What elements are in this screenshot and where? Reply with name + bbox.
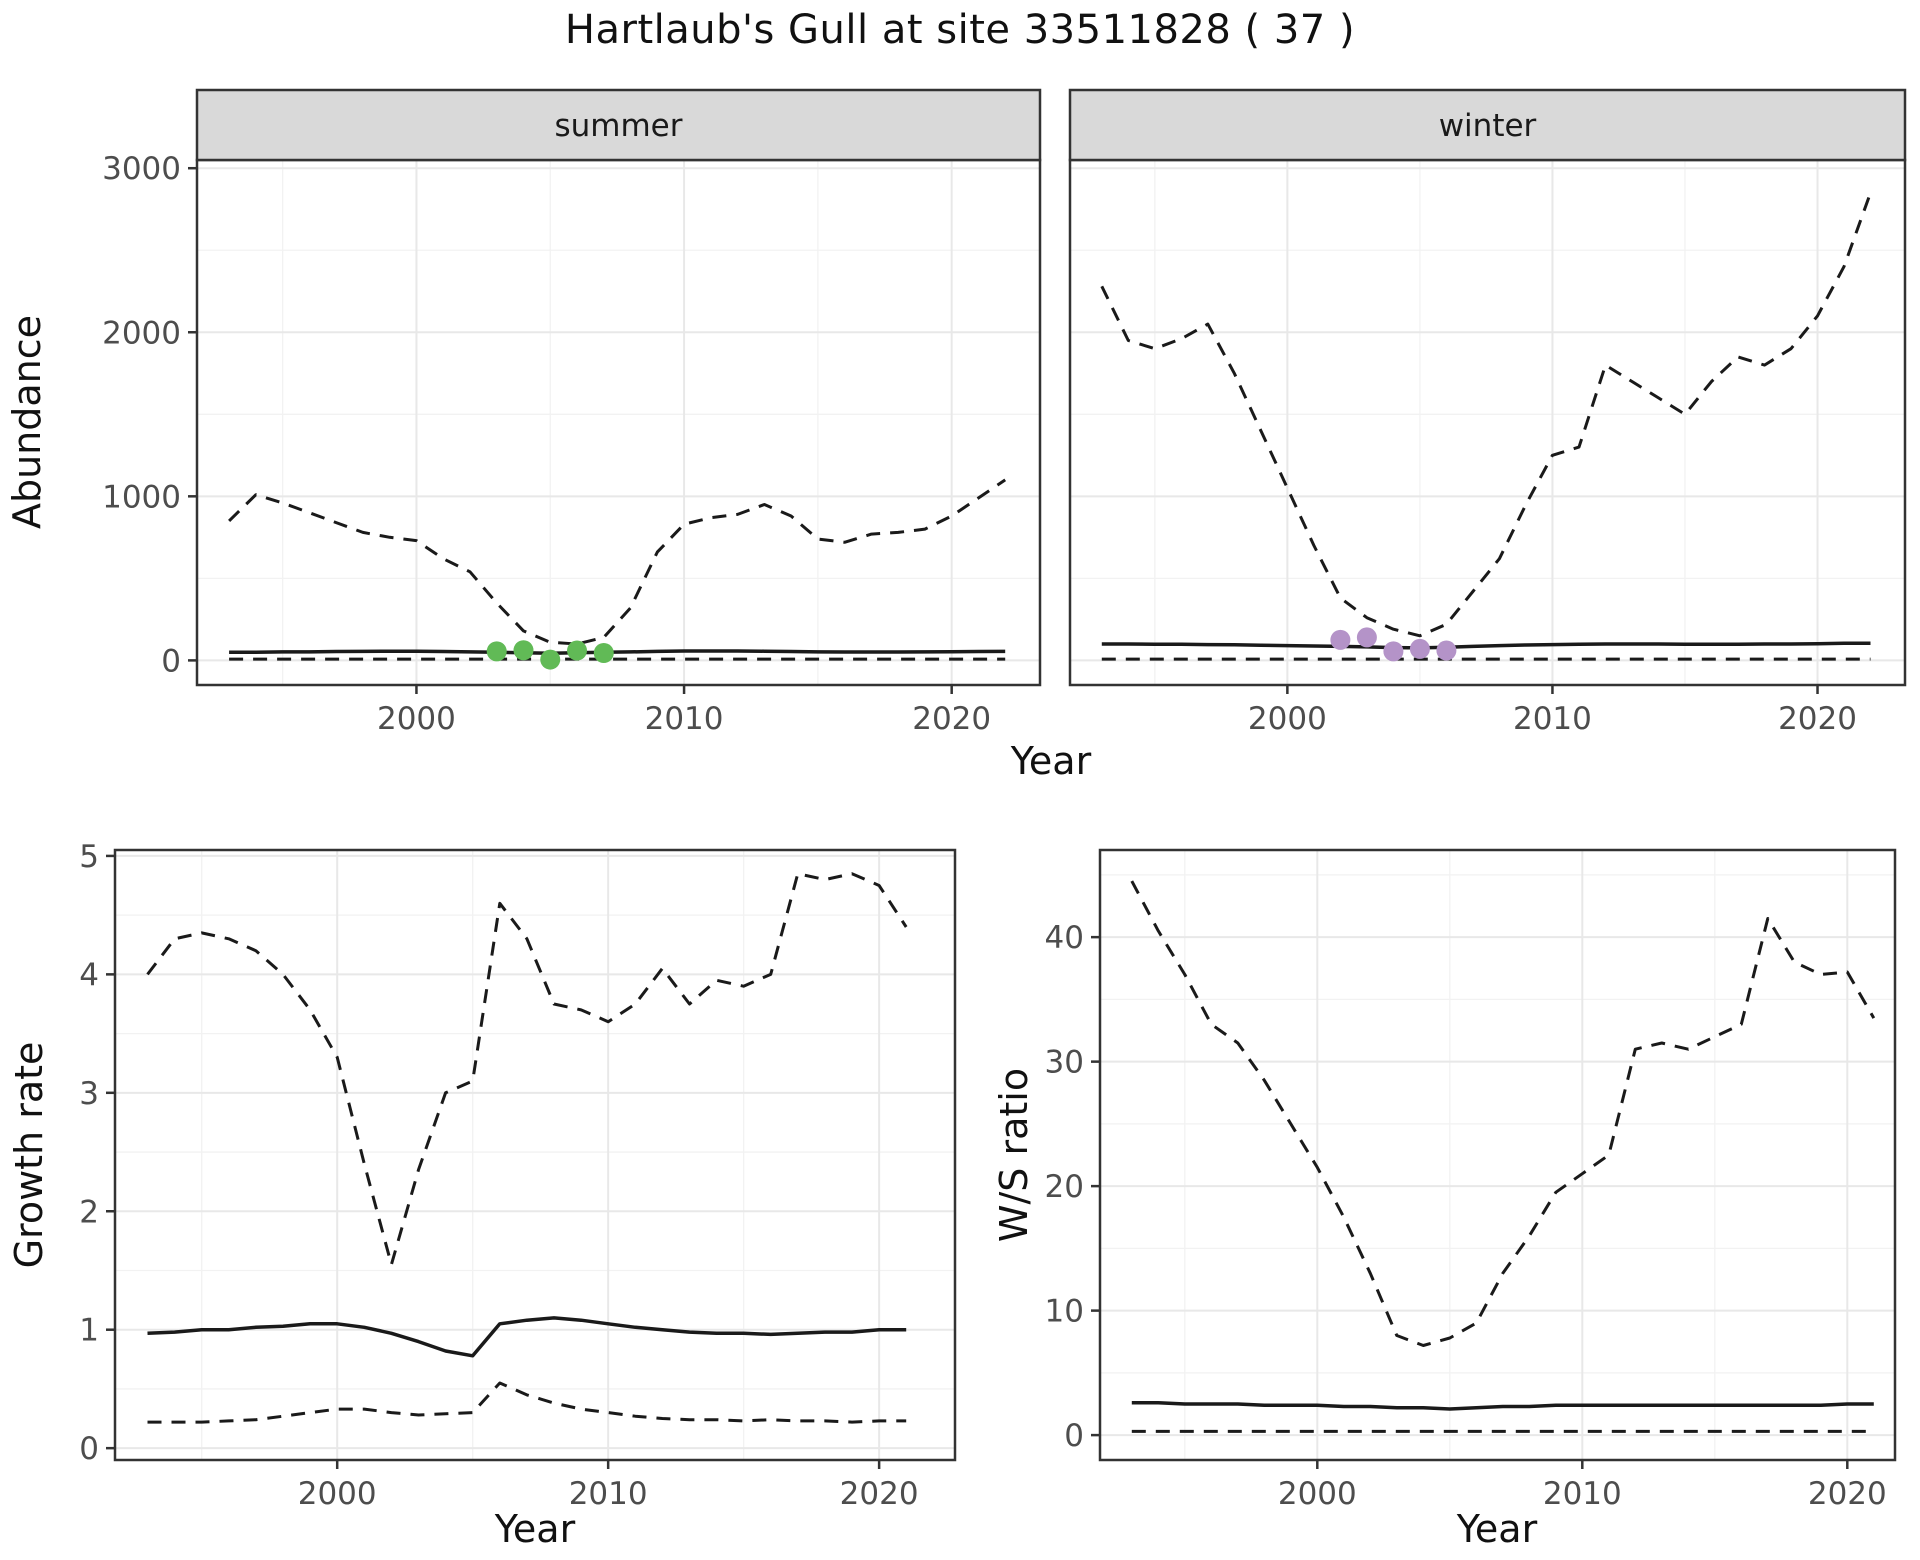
- growth-rate-panel: 2000 2010 2020 0 1 2 3 4 5 Growth rate Year: [7, 839, 957, 1551]
- abundance-winter-strip: [1068, 88, 1907, 162]
- x-tick-label: 2010: [1513, 701, 1592, 737]
- winter-observation-point: [1409, 638, 1430, 659]
- ws-ratio-median-line: [1131, 1400, 1874, 1411]
- abundance-winter-upper-ci-line: [1100, 192, 1872, 638]
- y-tick-label: 0: [79, 1431, 99, 1467]
- x-tick-label: 2010: [1543, 1476, 1622, 1512]
- ws-ratio-y-axis-title: W/S ratio: [992, 1068, 1036, 1242]
- winter-observation-point: [1356, 627, 1377, 648]
- x-tick-label: 2000: [1278, 1476, 1357, 1512]
- abundance-summer-upper-ci-line: [228, 478, 1007, 646]
- winter-observation-point: [1436, 640, 1457, 661]
- y-tick-label: 0: [161, 643, 181, 679]
- x-tick-label: 2020: [1808, 1476, 1887, 1512]
- y-tick-label: 1000: [102, 479, 181, 515]
- abundance-winter-median-line: [1101, 641, 1871, 650]
- abundance-summer-median-line: [229, 649, 1006, 655]
- ws-ratio-x-axis-title: Year: [1456, 1507, 1538, 1551]
- abundance-summer-y-axis-title: Abundance: [5, 315, 49, 529]
- abundance-summer-x-axis-title: Year: [1010, 739, 1092, 783]
- summer-observation-point: [540, 649, 561, 670]
- abundance-summer-strip: [195, 88, 1042, 162]
- y-tick-label: 30: [1045, 1045, 1084, 1081]
- y-tick-label: 20: [1045, 1169, 1084, 1205]
- y-tick-label: 0: [1064, 1418, 1084, 1454]
- y-tick-label: 2: [79, 1194, 99, 1230]
- y-tick-label: 3000: [102, 151, 181, 187]
- facet-strip-label: summer: [554, 108, 682, 144]
- y-tick-label: 5: [79, 839, 99, 875]
- facet-strip-label: winter: [1439, 108, 1537, 144]
- y-tick-label: 2000: [102, 315, 181, 351]
- x-tick-label: 2020: [912, 701, 991, 737]
- y-tick-label: 10: [1045, 1294, 1084, 1330]
- winter-observation-point: [1383, 641, 1404, 662]
- abundance-faceted-chart: summer 2000 2010 2020 0 1000 2000 3000 Abundance…: [5, 88, 1907, 783]
- growth-rate-lower-ci-line: [147, 1381, 907, 1424]
- summer-observation-point: [513, 640, 534, 661]
- ws-ratio-panel-border: [1098, 848, 1897, 1462]
- summer-observation-point: [486, 641, 507, 662]
- x-tick-label: 2020: [1778, 701, 1857, 737]
- x-tick-label: 2000: [298, 1476, 377, 1512]
- abundance-winter-panel: winter 2000 2010 2020: [1068, 88, 1907, 737]
- ws-ratio-panel: 2000 2010 2020 0 10 20 30 40 W/S ratio Year: [992, 848, 1897, 1551]
- y-tick-label: 4: [79, 957, 99, 993]
- x-tick-label: 2020: [840, 1476, 919, 1512]
- growth-rate-upper-ci-line: [146, 872, 908, 1267]
- y-tick-label: 3: [79, 1076, 99, 1112]
- y-tick-label: 1: [79, 1313, 99, 1349]
- abundance-summer-panel: summer 2000 2010 2020 0 1000 2000 3000 Abundance…: [5, 88, 1092, 783]
- winter-observation-point: [1330, 629, 1351, 650]
- x-tick-label: 2000: [377, 701, 456, 737]
- x-tick-label: 2010: [569, 1476, 648, 1512]
- summer-observation-point: [593, 643, 614, 664]
- growth-rate-panel-border: [113, 848, 957, 1462]
- growth-rate-x-axis-title: Year: [494, 1507, 576, 1551]
- growth-rate-y-axis-title: Growth rate: [7, 1042, 51, 1269]
- growth-rate-median-line: [147, 1316, 907, 1358]
- ws-ratio-upper-ci-line: [1130, 880, 1876, 1347]
- x-tick-label: 2010: [645, 701, 724, 737]
- figure-title: Hartlaub's Gull at site 33511828 ( 37 ): [564, 7, 1356, 53]
- x-tick-label: 2000: [1248, 701, 1327, 737]
- summer-observation-point: [567, 640, 588, 661]
- y-tick-label: 40: [1045, 920, 1084, 956]
